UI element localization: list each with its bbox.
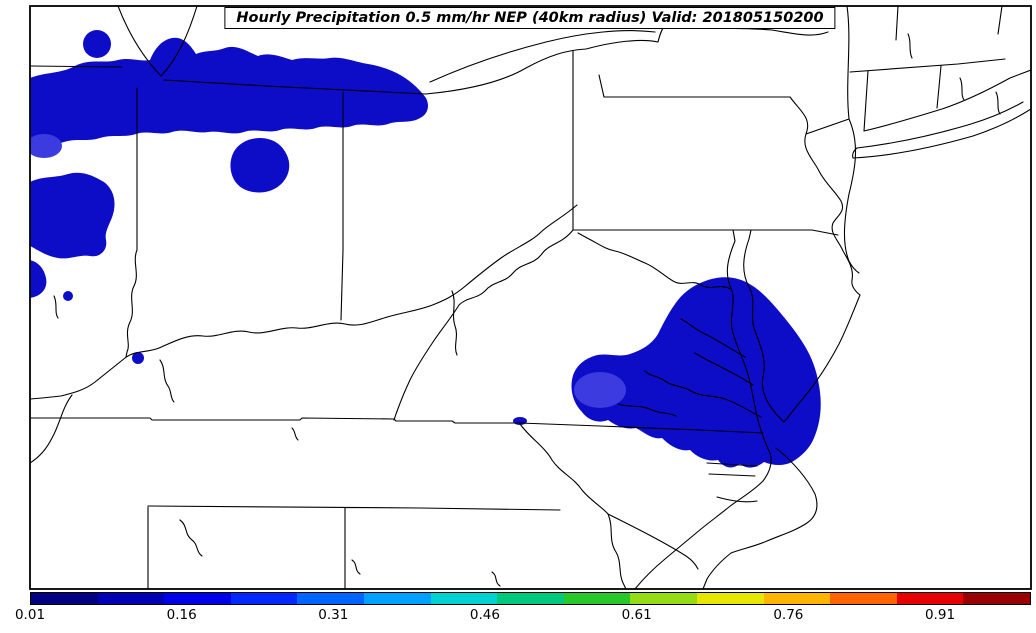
colorbar-tick-label: 0.61 [621,607,652,623]
colorbar-segment [31,593,98,604]
colorbar-segment [497,593,564,604]
colorbar-segment [97,593,165,604]
map-frame-border [29,5,1032,590]
colorbar-tick-label: 0.76 [773,607,804,623]
colorbar-segment [230,593,298,604]
precip-region-illinois-west [30,172,115,259]
southern-state-borders [147,423,699,589]
river-squiggles [53,33,1001,587]
midwest-state-borders [30,50,574,358]
colorbar-tick-label: 0.91 [924,607,956,623]
colorbar-segment [630,593,697,604]
colorbar-segment [164,593,231,604]
colorbar-segment [830,593,897,604]
colorbar-segment [696,593,764,604]
map-line-work [30,6,1031,589]
precip-region-light-patch-2 [30,134,62,158]
precip-region-illinois-edge-small [30,260,47,298]
mississippi-river [30,394,73,464]
colorbar-segment [363,593,431,604]
lake-michigan-shore [117,6,198,77]
great-lakes-shorelines [425,23,829,95]
precip-region-dot-2 [132,352,144,364]
precip-region-dot-1 [63,291,73,301]
colorbar-segment [963,593,1030,604]
colorbar-tick-label: 0.16 [166,607,197,623]
precip-regions [30,30,821,468]
colorbar-segment [896,593,964,604]
title-box: Hourly Precipitation 0.5 mm/hr NEP (40km… [224,7,836,29]
plot-title: Hourly Precipitation 0.5 mm/hr NEP (40km… [236,10,824,26]
precip-region-virginia-carolina [571,277,821,468]
carolina-coastline [634,447,818,589]
colorbar-tick-label: 0.31 [318,607,349,623]
colorbar-segment [430,593,498,604]
lat36-state-border [30,417,764,434]
northeast-state-borders [572,6,1031,296]
colorbar-tick-label: 0.01 [14,607,46,623]
colorbar-tick-label: 0.46 [469,607,500,623]
virginia-rivers [577,232,762,418]
ohio-river [30,204,578,400]
colorbar-segment [297,593,364,604]
colorbar-ticks: 0.01 0.16 0.31 0.46 0.61 0.76 0.91 [15,607,1031,629]
colorbar-segment [763,593,831,604]
colorbar-segment [563,593,631,604]
precip-region-indiana [230,138,290,193]
precip-region-light-patch-1 [574,372,626,408]
precip-region-lake-michigan-lobe [83,30,111,58]
precip-region-great-lakes-band [30,37,428,148]
delmarva-coastline [783,294,861,423]
appalachian-borders [393,229,574,421]
colorbar [30,592,1031,605]
